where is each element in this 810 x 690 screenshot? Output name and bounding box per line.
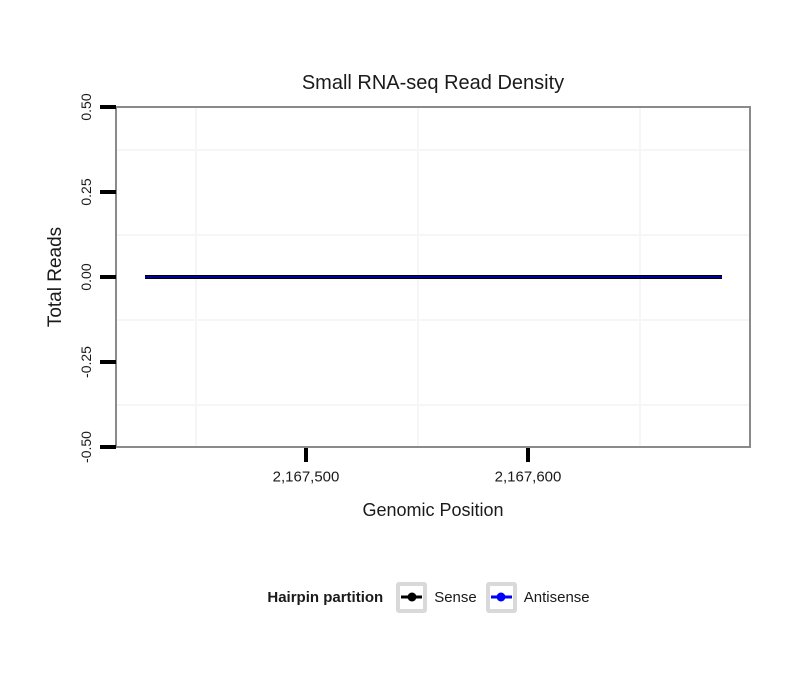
point-glyph-icon <box>407 592 417 602</box>
y-tick-label: 0.25 <box>78 178 94 206</box>
y-tick-label: -0.25 <box>78 346 94 378</box>
y-tick-mark <box>100 445 116 449</box>
y-tick-mark <box>100 105 116 109</box>
legend-key-sense <box>396 581 428 613</box>
y-axis-title: Total Reads <box>45 226 66 328</box>
y-tick-mark <box>100 275 116 279</box>
x-tick-mark <box>526 448 530 462</box>
gridline-horizontal <box>117 149 749 151</box>
legend-label-antisense: Antisense <box>523 588 590 606</box>
y-tick-mark <box>100 190 116 194</box>
legend-label-sense: Sense <box>434 588 477 606</box>
x-axis-title: Genomic Position <box>362 500 504 520</box>
legend: Hairpin partition Sense Antisense <box>115 578 751 616</box>
y-tick-mark <box>100 360 116 364</box>
x-tick-mark <box>304 448 308 462</box>
legend-title: Hairpin partition <box>267 588 384 606</box>
legend-key-antisense <box>485 581 517 613</box>
y-tick-label: 0.00 <box>78 263 94 291</box>
series-line-antisense <box>145 276 722 278</box>
gridline-horizontal <box>117 319 749 321</box>
gridline-horizontal <box>117 404 749 406</box>
gridline-horizontal <box>117 234 749 236</box>
x-tick-label: 2,167,600 <box>494 468 562 486</box>
chart-title: Small RNA-seq Read Density <box>301 72 565 94</box>
plot-panel <box>115 106 751 448</box>
y-tick-label: -0.50 <box>78 431 94 463</box>
point-glyph-icon <box>496 592 506 602</box>
y-tick-label: 0.50 <box>78 93 94 121</box>
x-tick-label: 2,167,500 <box>272 468 340 486</box>
series-line-sense <box>145 275 722 279</box>
